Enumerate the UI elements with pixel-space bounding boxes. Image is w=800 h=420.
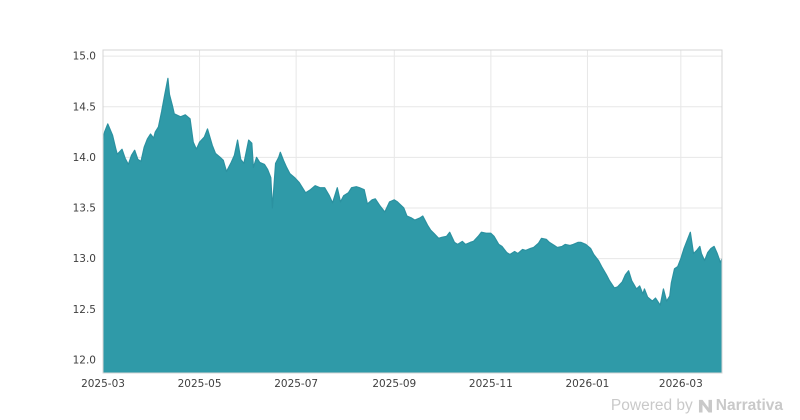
y-tick-label: 15.0 bbox=[73, 51, 96, 63]
y-tick-label: 12.0 bbox=[73, 354, 96, 366]
area-fill bbox=[103, 78, 722, 373]
y-tick-label: 12.5 bbox=[73, 304, 96, 316]
y-tick-label: 14.0 bbox=[73, 152, 96, 164]
y-tick-label: 14.5 bbox=[73, 101, 96, 113]
tick-labels: 12.0 12.5 13.0 13.5 14.0 14.5 15.0 2025-03 2025-… bbox=[73, 51, 703, 390]
narrativa-logo-icon bbox=[698, 399, 712, 413]
x-tick-label: 2025-03 bbox=[81, 378, 125, 390]
y-tick-label: 13.5 bbox=[73, 203, 96, 215]
watermark-brand-text: Narrativa bbox=[715, 397, 783, 414]
x-tick-label: 2025-07 bbox=[274, 378, 318, 390]
series-layer bbox=[102, 77, 723, 373]
x-tick-label: 2025-11 bbox=[469, 378, 513, 390]
plot-border bbox=[102, 49, 723, 374]
x-tick-label: 2026-03 bbox=[659, 378, 703, 390]
x-tick-label: 2025-09 bbox=[372, 378, 416, 390]
watermark-prefix-text: Powered by bbox=[610, 397, 693, 414]
y-tick-label: 13.0 bbox=[73, 253, 96, 265]
x-tick-label: 2025-05 bbox=[178, 378, 222, 390]
x-tick-label: 2026-01 bbox=[565, 378, 609, 390]
watermark: Powered by Narrativa bbox=[611, 397, 783, 415]
area-line bbox=[102, 77, 723, 306]
